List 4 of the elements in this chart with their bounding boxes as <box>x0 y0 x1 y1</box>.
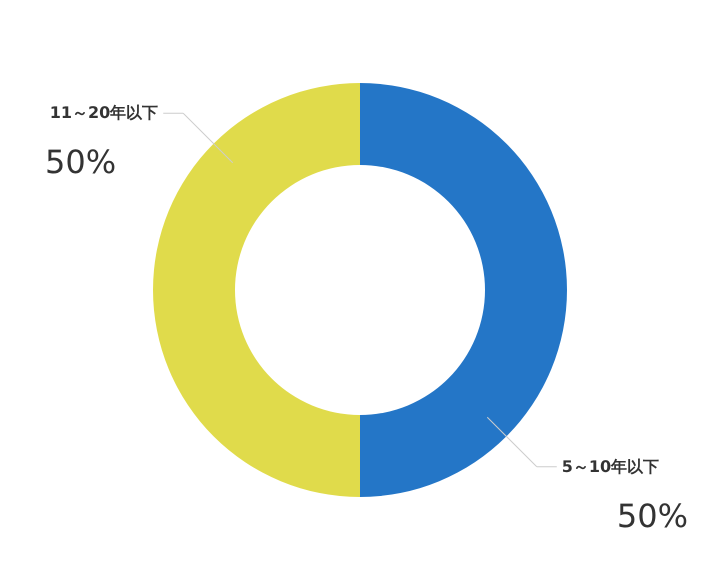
slice-label: 11～20年以下 <box>50 103 158 122</box>
data-label: 50% <box>45 143 116 182</box>
data-label: 50% <box>616 496 688 535</box>
slice-label: 5～10年以下 <box>562 456 660 476</box>
